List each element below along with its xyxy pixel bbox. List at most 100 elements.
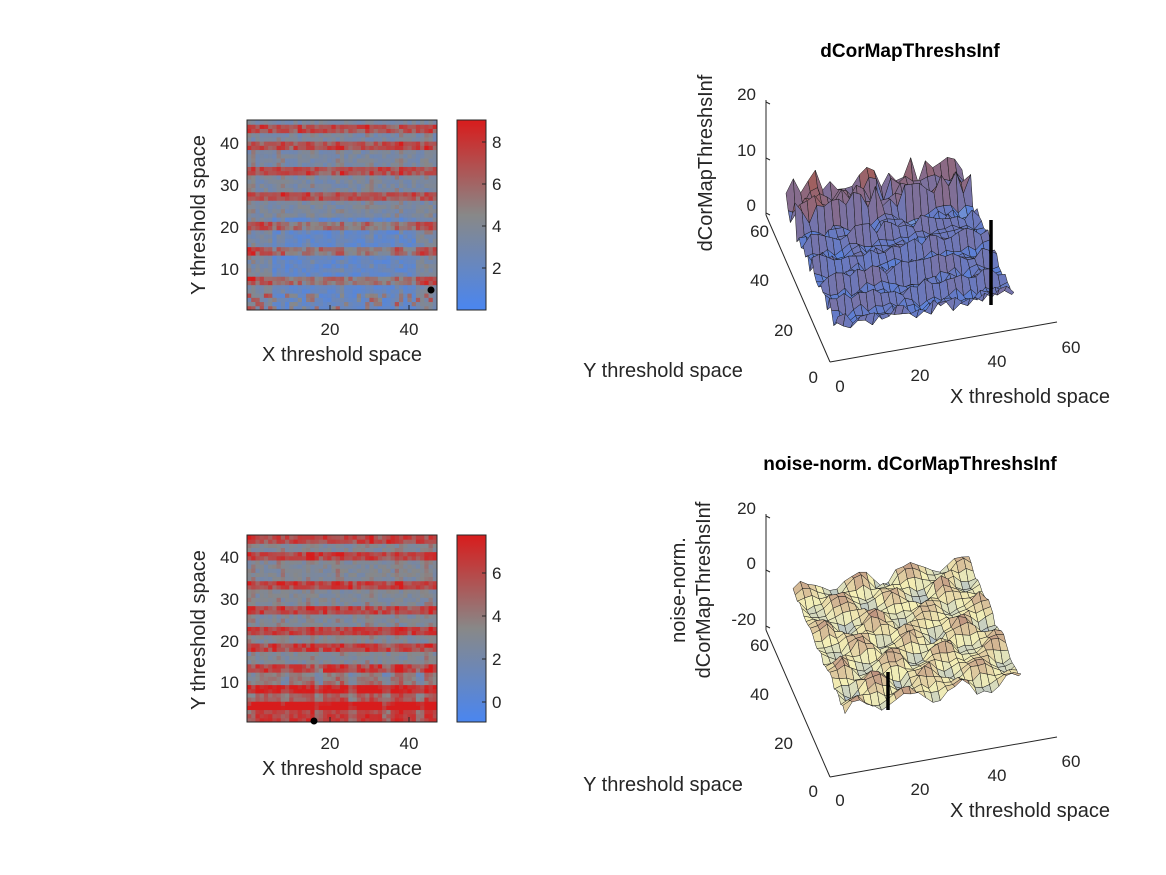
heatmap-cell	[361, 613, 366, 619]
heatmap-cell	[263, 153, 269, 159]
heatmap-cell	[373, 162, 379, 167]
heatmap-cell	[411, 183, 417, 189]
heatmap-cell	[297, 293, 303, 298]
heatmap-cell	[259, 688, 265, 694]
heatmap-cell	[428, 568, 434, 573]
heatmap-cell	[424, 141, 430, 146]
heatmap-cell	[327, 208, 332, 214]
heatmap-cell	[251, 305, 256, 311]
heatmap-cell	[365, 242, 370, 248]
heatmap-cell	[251, 684, 256, 690]
heatmap-cell	[407, 293, 413, 298]
heatmap-cell	[424, 196, 430, 201]
heatmap-cell	[377, 238, 383, 243]
heatmap-cell	[255, 120, 261, 125]
heatmap-cell	[297, 170, 303, 176]
heatmap-cell	[331, 551, 337, 557]
heatmap-cell	[390, 605, 396, 611]
heatmap-cell	[432, 200, 438, 205]
heatmap-cell	[259, 659, 265, 665]
heatmap-cell	[263, 572, 269, 578]
heatmap-cell	[415, 229, 421, 235]
heatmap-cell	[331, 547, 337, 553]
heatmap-cell	[293, 170, 299, 176]
heatmap-cell	[420, 572, 425, 578]
heatmap-cell	[323, 250, 328, 256]
heatmap-cell	[344, 288, 349, 294]
heatmap-cell	[289, 166, 294, 172]
heatmap-cell	[331, 564, 337, 569]
heatmap-cell	[255, 593, 261, 598]
heatmap-cell	[352, 141, 358, 146]
heatmap-cell	[318, 221, 324, 227]
heatmap-cell	[399, 564, 404, 569]
heatmap-cell	[403, 297, 408, 303]
heatmap-cell	[424, 301, 430, 307]
heatmap-cell	[348, 305, 354, 311]
heatmap-cell	[327, 535, 332, 540]
heatmap-cell	[399, 255, 404, 260]
surface-bottom-ztick: 20	[737, 499, 756, 518]
heatmap-cell	[255, 280, 261, 286]
heatmap-cell	[373, 609, 379, 615]
heatmap-cell	[428, 547, 434, 553]
heatmap-cell	[297, 568, 303, 573]
heatmap-cell	[420, 672, 425, 677]
heatmap-cell	[390, 535, 396, 540]
heatmap-cell	[314, 145, 320, 151]
heatmap-cell	[280, 267, 286, 273]
heatmap-cell	[365, 221, 370, 227]
heatmap-cell	[251, 120, 256, 125]
heatmap-cell	[268, 564, 273, 569]
heatmap-cell	[339, 145, 345, 151]
heatmap-cell	[251, 713, 256, 719]
heatmap-cell	[428, 191, 434, 197]
heatmap-cell	[285, 217, 290, 222]
heatmap-cell	[247, 174, 252, 180]
heatmap-cell	[285, 145, 290, 151]
heatmap-cell	[369, 701, 375, 706]
heatmap-cell	[373, 667, 379, 673]
heatmap-cell	[390, 128, 396, 134]
heatmap-cell	[344, 200, 349, 205]
heatmap-cell	[255, 572, 261, 578]
heatmap-cell	[323, 638, 328, 644]
heatmap-cell	[289, 692, 294, 698]
heatmap-cell	[255, 124, 261, 129]
heatmap-cell	[280, 676, 286, 681]
heatmap-cell	[344, 618, 349, 623]
heatmap-cell	[280, 667, 286, 673]
heatmap-cell	[399, 593, 404, 598]
heatmap-cell	[432, 141, 438, 146]
heatmap-cell	[420, 132, 425, 138]
heatmap-cell	[348, 284, 354, 290]
heatmap-cell	[403, 672, 408, 677]
heatmap-cell	[297, 212, 303, 218]
heatmap-cell	[255, 717, 261, 723]
heatmap-cell	[428, 242, 434, 248]
heatmap-cell	[339, 204, 345, 210]
heatmap-cell	[407, 145, 413, 151]
heatmap-cell	[399, 250, 404, 256]
heatmap-cell	[432, 680, 438, 686]
heatmap-cell	[306, 663, 311, 669]
heatmap-cell	[335, 684, 341, 690]
heatmap-cell	[339, 124, 345, 129]
heatmap-cell	[251, 672, 256, 677]
heatmap-cell	[428, 626, 434, 632]
heatmap-cell	[259, 200, 265, 205]
heatmap-cell	[432, 174, 438, 180]
heatmap-cell	[255, 132, 261, 138]
heatmap-cell	[352, 634, 358, 640]
heatmap-cell	[386, 651, 392, 657]
heatmap-bottom-ytick: 40	[220, 548, 239, 567]
heatmap-cell	[432, 234, 438, 239]
heatmap-cell	[318, 272, 324, 277]
heatmap-cell	[318, 709, 324, 715]
heatmap-cell	[280, 255, 286, 260]
heatmap-cell	[394, 626, 400, 632]
heatmap-cell	[280, 618, 286, 623]
heatmap-cell	[335, 713, 341, 719]
heatmap-cell	[318, 208, 324, 214]
heatmap-cell	[428, 238, 434, 243]
